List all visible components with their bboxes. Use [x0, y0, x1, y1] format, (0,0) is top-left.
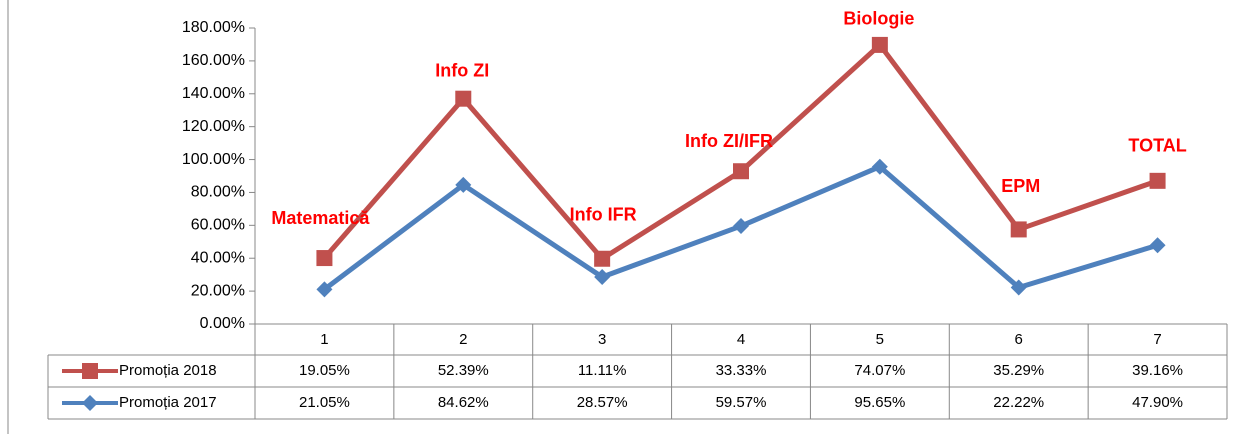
point: [871, 36, 888, 53]
point: [455, 176, 472, 193]
table-value: 74.07%: [854, 362, 905, 379]
annotation: EPM: [1001, 176, 1040, 196]
x-tick-label: 5: [876, 331, 884, 348]
point: [455, 90, 472, 107]
point: [871, 158, 888, 175]
y-tick-label: 120.00%: [182, 118, 245, 135]
annotation: TOTAL: [1128, 136, 1186, 156]
x-tick-label: 3: [598, 331, 606, 348]
legend-label: Promoția 2017: [119, 394, 217, 411]
y-tick-label: 140.00%: [182, 85, 245, 102]
point: [316, 250, 333, 267]
table-value: 59.57%: [716, 394, 767, 411]
table-value: 21.05%: [299, 394, 350, 411]
annotation: Matematică: [271, 208, 370, 228]
annotation: Info IFR: [570, 204, 637, 224]
annotation: Info ZI/IFR: [685, 131, 773, 151]
x-tick-label: 4: [737, 331, 745, 348]
y-tick-label: 0.00%: [200, 315, 245, 332]
table-value: 28.57%: [577, 394, 628, 411]
table-value: 11.11%: [578, 362, 627, 379]
legend-marker: [82, 395, 98, 411]
table-value: 35.29%: [993, 362, 1044, 379]
point: [1010, 279, 1027, 296]
point: [1149, 172, 1166, 189]
y-tick-label: 60.00%: [191, 217, 245, 234]
y-tick-label: 180.00%: [182, 19, 245, 36]
table-value: 95.65%: [854, 394, 905, 411]
point: [316, 281, 333, 298]
x-tick-label: 7: [1153, 331, 1161, 348]
point: [1010, 221, 1027, 238]
point: [1149, 237, 1166, 254]
point: [594, 250, 611, 267]
point: [733, 163, 749, 180]
legend-marker: [82, 363, 98, 379]
annotation: Biologie: [843, 9, 914, 29]
annotation: Info ZI: [435, 60, 489, 80]
x-tick-label: 6: [1015, 331, 1023, 348]
table-value: 33.33%: [716, 362, 767, 379]
y-tick-label: 40.00%: [191, 249, 245, 266]
y-tick-label: 20.00%: [191, 282, 245, 299]
table-value: 52.39%: [438, 362, 489, 379]
table-value: 22.22%: [993, 394, 1044, 411]
table-value: 19.05%: [299, 362, 350, 379]
table-value: 47.90%: [1132, 394, 1183, 411]
legend-label: Promoția 2018: [119, 362, 217, 379]
point: [733, 218, 749, 235]
x-tick-label: 2: [459, 331, 467, 348]
table-value: 39.16%: [1132, 362, 1183, 379]
y-tick-label: 80.00%: [191, 184, 245, 201]
y-tick-label: 100.00%: [182, 151, 245, 168]
y-tick-label: 160.00%: [182, 52, 245, 69]
x-tick-label: 1: [320, 331, 328, 348]
table-value: 84.62%: [438, 394, 489, 411]
point: [594, 269, 611, 286]
